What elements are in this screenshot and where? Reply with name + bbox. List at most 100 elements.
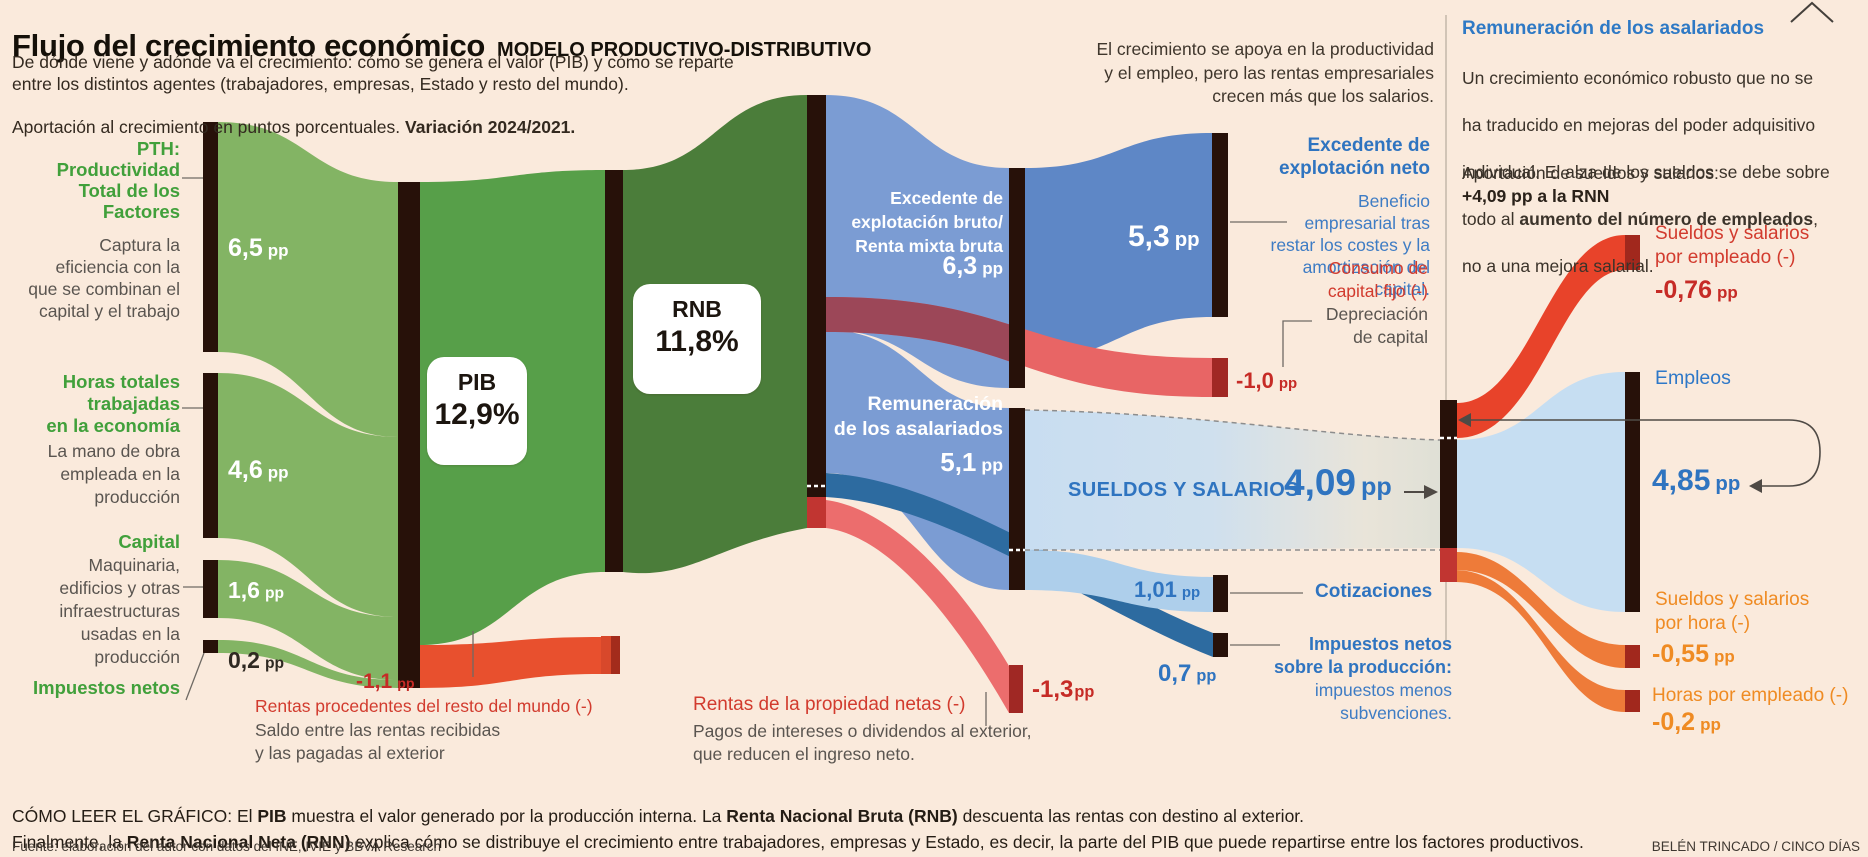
node-rnn-red bbox=[1440, 548, 1457, 582]
label-consumo-title: Consumo de capital fijo (-) bbox=[1327, 258, 1428, 301]
arrow-right-icon bbox=[1424, 485, 1438, 499]
flow-rentas-propiedad bbox=[826, 500, 1009, 713]
credit: BELÉN TRINCADO / CINCO DÍAS bbox=[1651, 839, 1860, 854]
flow-sueldos-salarios bbox=[1025, 410, 1440, 550]
value-sueldos-hora-unit: pp bbox=[1713, 647, 1735, 666]
label-excedente-neto-desc: Beneficio empresarial tras restar los co… bbox=[1270, 191, 1431, 299]
value-consumo-number: -1,0 bbox=[1236, 368, 1274, 393]
rnb-label: RNB bbox=[672, 296, 722, 322]
value-excedente-neto-number: 5,3 bbox=[1128, 220, 1170, 253]
howto-1d-bold: Renta Nacional Bruta (RNB) bbox=[726, 806, 958, 826]
flow-pth-to-pib bbox=[218, 122, 398, 437]
value-rentas-resto-unit: pp bbox=[397, 676, 415, 692]
value-sueldos-unit: pp bbox=[1361, 473, 1392, 501]
flow-impuestos-produccion bbox=[826, 473, 1213, 657]
howto-1c: muestra el valor generado por la producc… bbox=[286, 806, 727, 826]
label-impuestos-produccion-desc: impuestos menos subvenciones. bbox=[1314, 680, 1452, 723]
header: Flujo del crecimiento económico MODELO PR… bbox=[12, 10, 871, 64]
intro-note: El crecimiento se apoya en la productivi… bbox=[1096, 39, 1434, 106]
value-remuneracion-unit: pp bbox=[981, 455, 1003, 475]
arrow-left-icon bbox=[1458, 413, 1471, 427]
node-rentas-propiedad bbox=[1009, 665, 1023, 713]
label-cotizaciones: Cotizaciones bbox=[1315, 581, 1433, 602]
arrow-left-icon-2 bbox=[1749, 479, 1762, 493]
howto-line-1: CÓMO LEER EL GRÁFICO: El PIB muestra el … bbox=[12, 785, 1304, 827]
value-impuestos-produccion: 0,7 pp bbox=[1158, 660, 1216, 688]
node-consumo-capital bbox=[1212, 358, 1228, 397]
subtitle-line-3-text: Aportación al crecimiento en puntos porc… bbox=[12, 117, 406, 137]
node-pth bbox=[203, 122, 218, 352]
value-empleos: 4,85 pp bbox=[1652, 464, 1740, 498]
node-sueldos-hora bbox=[1625, 645, 1640, 668]
flow-value-pth-unit: pp bbox=[267, 241, 289, 260]
label-rentas-propiedad-desc: Pagos de intereses o dividendos al exter… bbox=[693, 721, 1032, 764]
howto-1b-bold: PIB bbox=[257, 806, 287, 826]
node-rentas-resto-mundo-b bbox=[611, 636, 620, 674]
value-sueldos-hora: -0,55 pp bbox=[1652, 640, 1735, 669]
node-rnn bbox=[1440, 400, 1457, 548]
node-cotizaciones bbox=[1213, 575, 1228, 612]
label-excedente-neto-title: Excedente de explotación neto bbox=[1279, 135, 1430, 179]
panel-body: Un crecimiento económico robusto que no … bbox=[1462, 43, 1830, 302]
flow-horas-por-empleado bbox=[1456, 570, 1625, 712]
value-horas-empleado-unit: pp bbox=[1700, 715, 1721, 734]
howto-1e: descuenta las rentas con destino al exte… bbox=[957, 806, 1305, 826]
label-capital-title: Capital bbox=[118, 531, 180, 552]
flow-sueldos-por-empleado bbox=[1457, 235, 1625, 438]
value-impuestos-produccion-unit: pp bbox=[1196, 667, 1217, 685]
value-sueldos-number: 4,09 bbox=[1284, 462, 1357, 503]
howto-line-2: Finalmente, la Renta Nacional Neta (RNN)… bbox=[12, 811, 1584, 853]
flow-empleos bbox=[1457, 372, 1625, 612]
subtitle-line-3: Aportación al crecimiento en puntos porc… bbox=[12, 96, 575, 138]
label-horas-empleado: Horas por empleado (-) bbox=[1652, 685, 1849, 706]
howto-2c: explica cómo se distribuye el crecimient… bbox=[350, 832, 1584, 852]
flow-cotizaciones bbox=[1025, 550, 1213, 612]
label-capital-desc: Maquinaria, edificios y otras infraestru… bbox=[59, 555, 180, 667]
node-rnb-left bbox=[605, 170, 623, 572]
flow-value-horas-unit: pp bbox=[267, 463, 289, 482]
value-excedente-neto-flow: 5,3 pp bbox=[1128, 220, 1200, 254]
panel-body-line-4c: , bbox=[1813, 208, 1818, 229]
subtitle-line-1: De dónde viene y adónde va el crecimient… bbox=[12, 52, 734, 72]
value-remuneracion: 5,1 pp bbox=[793, 447, 1003, 478]
label-rentas-resto-mundo-title: Rentas procedentes del resto del mundo (… bbox=[255, 696, 593, 716]
flow-capital-to-pib bbox=[218, 560, 398, 680]
panel-body-line-3: individual. El alza de los sueldos se de… bbox=[1462, 161, 1830, 182]
panel-body-line-4: todo al aumento del número de empleados, bbox=[1462, 208, 1830, 232]
flow-value-impuestos: 0,2 pp bbox=[228, 647, 284, 674]
label-consumo-desc: Depreciación de capital bbox=[1325, 304, 1428, 347]
flow-value-capital-number: 1,6 bbox=[228, 577, 260, 603]
label-impuestos-title: Impuestos netos bbox=[33, 677, 180, 698]
page-title-suffix: MODELO PRODUCTIVO-DISTRIBUTIVO bbox=[497, 39, 872, 61]
node-capital bbox=[203, 560, 218, 618]
page-title: Flujo del crecimiento económico bbox=[12, 28, 486, 63]
label-empleos: Empleos bbox=[1655, 367, 1731, 389]
value-rentas-propiedad: -1,3pp bbox=[1032, 676, 1094, 704]
connector-consumo bbox=[1282, 320, 1312, 367]
howto-1a: CÓMO LEER EL GRÁFICO: El bbox=[12, 806, 258, 826]
node-impuestos-produccion bbox=[1213, 633, 1228, 657]
label-pth-title: PTH: Productividad Total de los Factores bbox=[56, 138, 180, 222]
value-horas-empleado: -0,2 pp bbox=[1652, 708, 1721, 737]
howto-2a: Finalmente, la bbox=[12, 832, 127, 852]
flow-excedente-neto bbox=[1025, 133, 1212, 360]
flow-value-capital: 1,6 pp bbox=[228, 577, 284, 604]
flow-value-pth-number: 6,5 bbox=[228, 234, 263, 262]
node-horas-empleado bbox=[1625, 690, 1640, 712]
howto-2b-bold: Renta Nacional Neta (RNN) bbox=[126, 832, 351, 852]
value-remuneracion-number: 5,1 bbox=[940, 447, 977, 477]
value-consumo-unit: pp bbox=[1278, 375, 1298, 392]
value-consumo: -1,0 pp bbox=[1236, 368, 1297, 394]
panel-body-line-2: ha traducido en mejoras del poder adquis… bbox=[1462, 114, 1816, 135]
label-sueldos-empleado: Sueldos y salarios por empleado (-) bbox=[1655, 223, 1810, 268]
value-sueldos-hora-number: -0,55 bbox=[1652, 640, 1709, 668]
value-excedente-bruto: 6,3 pp bbox=[803, 252, 1003, 281]
panel-body-line-1: Un crecimiento económico robusto que no … bbox=[1462, 67, 1814, 88]
node-remuneracion bbox=[1009, 408, 1025, 590]
value-impuestos-produccion-number: 0,7 bbox=[1158, 660, 1192, 687]
connector-impuestos bbox=[185, 652, 205, 701]
flow-value-capital-unit: pp bbox=[264, 585, 285, 602]
flow-consumo-capital-fijo-overlap bbox=[826, 297, 1016, 364]
corner-caret-icon[interactable] bbox=[1790, 1, 1834, 23]
value-sueldos-salarios: 4,09 pp bbox=[1284, 462, 1392, 504]
